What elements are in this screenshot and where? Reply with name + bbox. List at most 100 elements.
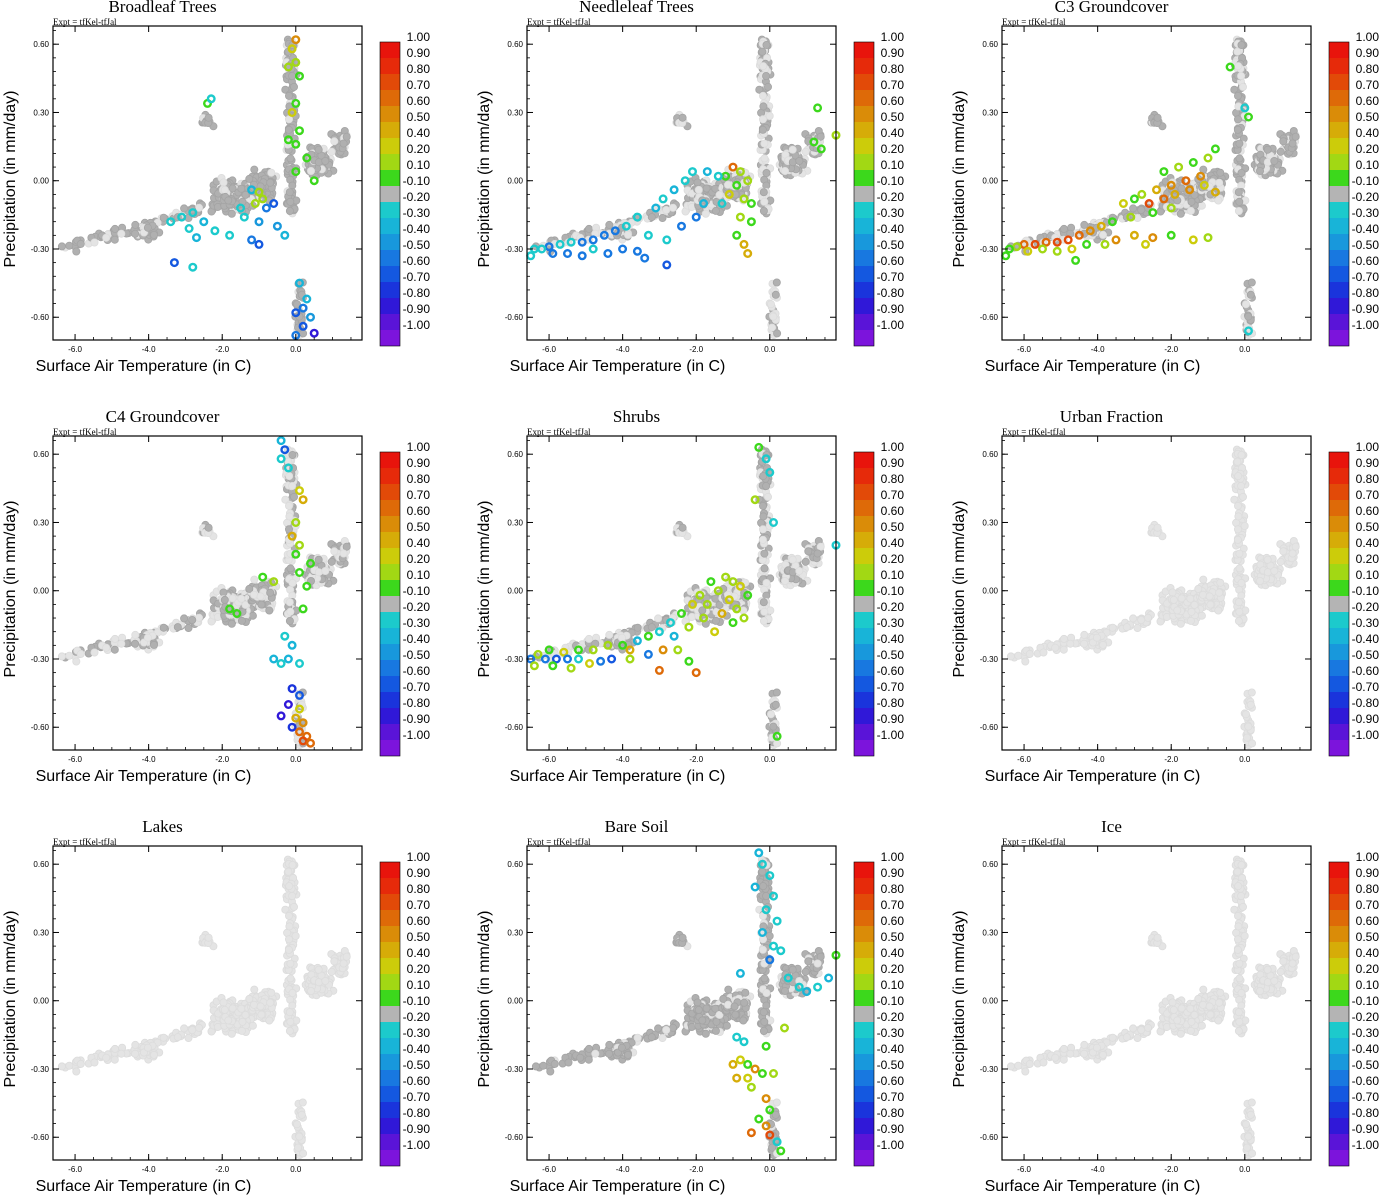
colorbar-label: 0.70 (881, 488, 905, 502)
y-axis-label: Precipitation (in mm/day) (476, 91, 493, 268)
colorbar-swatch (1329, 90, 1349, 106)
panel-title: C4 Groundcover (106, 407, 220, 426)
colorbar-swatch (380, 660, 400, 676)
scatter-point (117, 229, 126, 238)
scatter-point (306, 166, 315, 175)
background-points (531, 445, 825, 750)
scatter-point (605, 220, 614, 229)
colorbar-swatch (854, 106, 874, 122)
scatter-point (276, 711, 286, 721)
scatter-point (563, 654, 573, 664)
colorbar-label: -1.00 (403, 728, 431, 742)
scatter-point (585, 224, 594, 233)
scatter-point (321, 567, 330, 576)
scatter-point (772, 688, 781, 697)
colorbar-label: 0.60 (407, 504, 431, 518)
colorbar-swatch (380, 282, 400, 298)
scatter-point (585, 634, 594, 643)
scatter-point (295, 568, 305, 578)
scatter-point (1137, 189, 1147, 199)
colorbar-label: 0.10 (881, 158, 905, 172)
scatter-point (298, 604, 308, 614)
colorbar-swatch (380, 468, 400, 484)
colorbar-label: -0.90 (1352, 302, 1380, 316)
scatter-point (760, 607, 769, 616)
scatter-point (159, 213, 168, 222)
scatter-point (1151, 185, 1161, 195)
scatter-point (254, 239, 264, 249)
scatter-point (1210, 144, 1220, 154)
scatter-point (220, 185, 229, 194)
plot-frame (526, 435, 837, 751)
colorbar-swatch (380, 170, 400, 186)
scatter-point (654, 665, 664, 675)
colorbar-swatch (854, 596, 874, 612)
colorbar-label: 0.90 (881, 46, 905, 60)
colorbar-swatch (380, 724, 400, 740)
scatter-point (306, 312, 316, 322)
colorbar: 1.000.900.800.700.600.500.400.200.10-0.1… (853, 30, 905, 347)
scatter-point (309, 328, 319, 338)
scatter-point (248, 611, 257, 620)
scatter-point (1051, 643, 1060, 652)
scatter-point (1256, 166, 1265, 175)
scatter-point (1203, 153, 1213, 163)
colorbar-label: -0.20 (877, 190, 905, 204)
scatter-point (771, 700, 780, 709)
scatter-point (288, 579, 297, 588)
colorbar-swatch (380, 330, 400, 346)
scatter-point (286, 154, 295, 163)
scatter-point (1270, 156, 1279, 165)
scatter-point (1168, 588, 1177, 597)
scatter-point (288, 72, 297, 81)
colorbar-label: 0.10 (881, 568, 905, 582)
scatter-point (669, 185, 679, 195)
colorbar-label: 0.90 (881, 456, 905, 470)
scatter-point (769, 518, 779, 528)
scatter-point (1063, 235, 1073, 245)
scatter-point (276, 454, 286, 464)
scatter-point (188, 262, 198, 272)
scatter-point (276, 659, 286, 669)
scatter-point (688, 167, 698, 177)
colorbar-label: -0.10 (403, 174, 431, 188)
scatter-point (1187, 607, 1196, 616)
scatter-point (285, 598, 294, 607)
scatter-point (678, 523, 687, 532)
colorbar-label: -0.80 (403, 696, 431, 710)
scatter-point (298, 495, 308, 505)
colorbar-label: -0.60 (877, 254, 905, 268)
scatter-point (1176, 619, 1185, 628)
scatter-point (662, 235, 672, 245)
y-tick-label: 0.30 (33, 108, 49, 117)
colorbar-swatch (380, 234, 400, 250)
scatter-point (131, 639, 140, 648)
scatter-point (772, 278, 781, 287)
colorbar-swatch (854, 740, 874, 756)
scatter-point (286, 564, 295, 573)
colorbar-swatch (380, 90, 400, 106)
scatter-point (1188, 235, 1198, 245)
x-tick-label: -2.0 (1164, 345, 1178, 354)
scatter-point (1235, 607, 1244, 616)
colorbar-swatch (1329, 298, 1349, 314)
scatter-point (767, 710, 776, 719)
scatter-point (1234, 472, 1243, 481)
colorbar-swatch (380, 74, 400, 90)
highlight-points (526, 103, 841, 270)
scatter-point (760, 154, 769, 163)
colorbar-swatch (854, 532, 874, 548)
scatter-point (286, 607, 295, 616)
colorbar-swatch (854, 138, 874, 154)
scatter-point (632, 636, 642, 646)
scatter-point (1244, 312, 1253, 321)
scatter-point (1137, 205, 1146, 214)
colorbar-swatch (1329, 58, 1349, 74)
colorbar-swatch (380, 250, 400, 266)
y-tick-label: 0.60 (507, 40, 523, 49)
colorbar-label: 0.20 (407, 142, 431, 156)
scatter-point (788, 555, 797, 564)
scatter-point (1239, 492, 1248, 501)
scatter-point (585, 659, 595, 669)
scatter-point (1129, 194, 1139, 204)
